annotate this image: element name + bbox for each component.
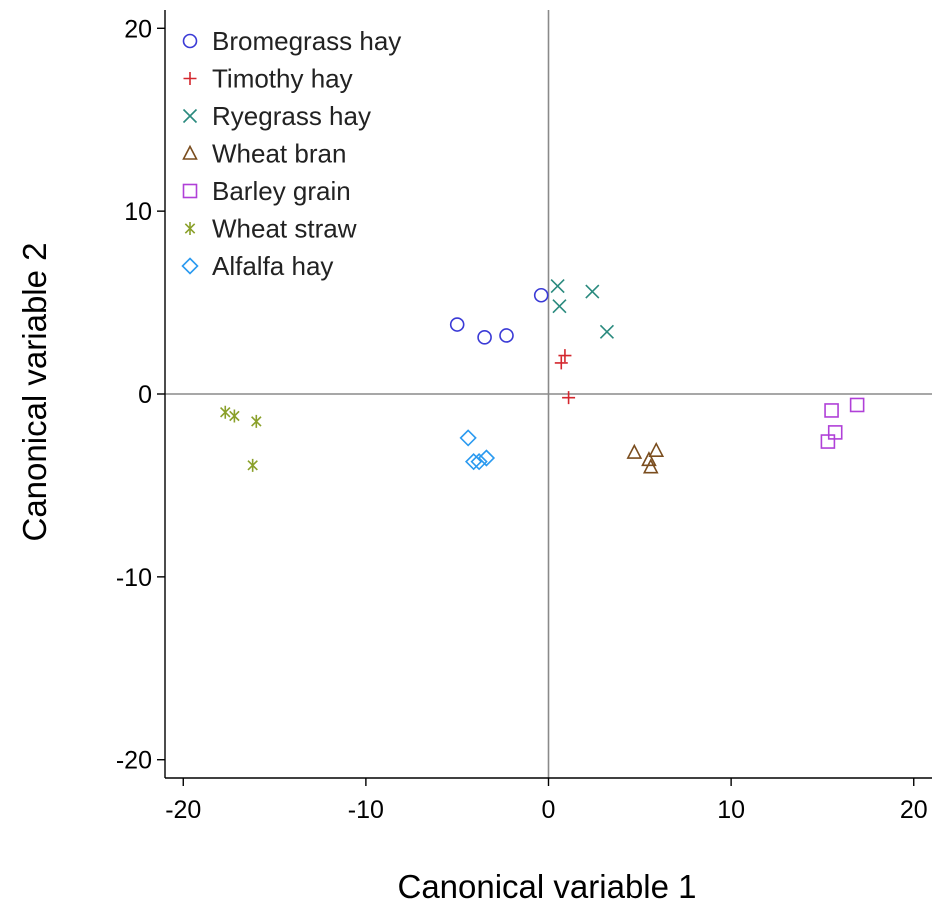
data-point-wheat-straw (247, 458, 258, 472)
legend-item-wheat-straw: Wheat straw (184, 214, 357, 244)
x-tick-label: -20 (165, 796, 201, 824)
tick-group: -20 -10 0 10 20 20 10 0 -10 -20 (116, 15, 928, 824)
legend: Bromegrass hay Timothy hay Ryegrass hay Whe… (181, 26, 401, 281)
series-barley-grain (820, 397, 865, 449)
y-axis-title: Canonical variable 2 (16, 242, 53, 541)
data-point-alfalfa-hay (470, 453, 488, 471)
data-point-alfalfa-hay (459, 429, 477, 447)
data-point-ryegrass-hay (552, 299, 567, 314)
data-point-bromegrass-hay (533, 287, 549, 303)
y-tick-label: -10 (116, 564, 152, 592)
data-point-wheat-bran (642, 458, 659, 474)
data-point-bromegrass-hay (499, 328, 514, 343)
data-point-ryegrass-hay (599, 324, 615, 339)
y-tick-label: 10 (124, 198, 152, 226)
data-point-bromegrass-hay (477, 330, 492, 345)
legend-marker-barley-grain (182, 183, 198, 199)
legend-label: Wheat straw (212, 214, 357, 244)
data-point-barley-grain (824, 403, 839, 418)
data-point-barley-grain (820, 434, 836, 449)
series-ryegrass-hay (550, 279, 615, 339)
legend-label: Timothy hay (212, 64, 353, 94)
data-point-wheat-straw (251, 414, 262, 428)
x-axis-title: Canonical variable 1 (397, 868, 696, 905)
data-point-ryegrass-hay (550, 279, 565, 294)
legend-label: Wheat bran (212, 139, 346, 169)
y-tick-label: -20 (116, 747, 152, 775)
data-point-wheat-straw (220, 405, 231, 419)
x-tick-label: 20 (900, 796, 928, 824)
data-point-barley-grain (849, 397, 865, 413)
series-wheat-straw (220, 405, 262, 472)
y-tick-label: 0 (138, 381, 152, 409)
legend-label: Barley grain (212, 176, 351, 206)
y-tick-label: 20 (124, 15, 152, 43)
x-tick-label: 10 (717, 796, 745, 824)
data-point-barley-grain (827, 425, 843, 440)
data-point-alfalfa-hay (464, 453, 483, 471)
legend-label: Bromegrass hay (212, 26, 401, 56)
legend-marker-wheat-bran (182, 144, 198, 160)
data-point-wheat-bran (626, 443, 643, 459)
reference-lines (165, 10, 932, 778)
legend-item-alfalfa-hay: Alfalfa hay (181, 251, 333, 281)
data-point-timothy-hay (562, 391, 576, 405)
legend-item-timothy-hay: Timothy hay (183, 64, 353, 94)
legend-item-barley-grain: Barley grain (182, 176, 351, 206)
series-wheat-bran (626, 441, 665, 474)
series-bromegrass-hay (449, 287, 549, 345)
legend-item-ryegrass-hay: Ryegrass hay (182, 101, 371, 131)
x-tick-label: 0 (542, 796, 556, 824)
legend-item-wheat-bran: Wheat bran (182, 139, 346, 169)
data-point-wheat-straw (229, 409, 240, 423)
legend-marker-wheat-straw (184, 222, 196, 235)
series-timothy-hay (554, 349, 576, 405)
series-alfalfa-hay (459, 429, 496, 471)
legend-marker-timothy-hay (183, 72, 197, 85)
x-tick-label: -10 (348, 796, 384, 824)
data-point-bromegrass-hay (449, 317, 465, 332)
legend-marker-alfalfa-hay (181, 257, 199, 275)
legend-marker-bromegrass-hay (182, 33, 198, 49)
data-point-timothy-hay (554, 356, 568, 370)
data-points (220, 279, 865, 474)
legend-item-bromegrass-hay: Bromegrass hay (182, 26, 401, 56)
data-point-ryegrass-hay (585, 284, 600, 299)
legend-marker-ryegrass-hay (182, 108, 198, 124)
data-point-timothy-hay (558, 349, 572, 363)
legend-label: Alfalfa hay (212, 251, 333, 281)
data-point-alfalfa-hay (477, 449, 496, 467)
legend-label: Ryegrass hay (212, 101, 371, 131)
data-point-wheat-bran (648, 441, 665, 457)
